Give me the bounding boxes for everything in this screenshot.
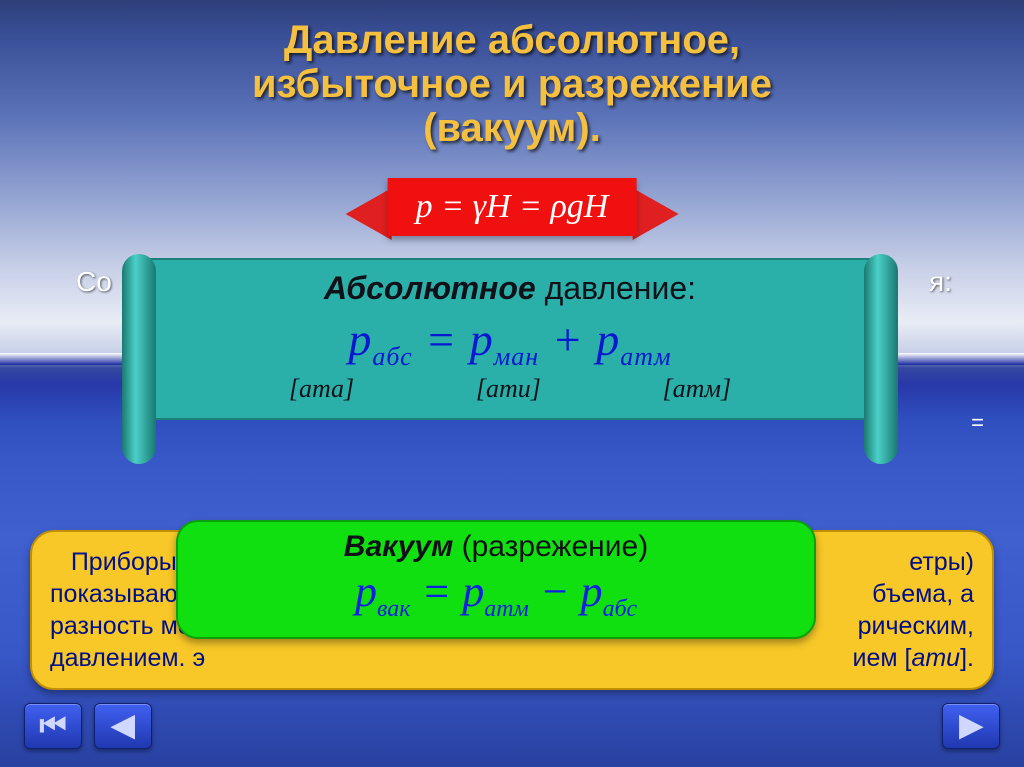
rewind-icon: ⏮ — [40, 711, 67, 741]
title-line-2: избыточное и разрежение — [252, 62, 772, 106]
nav-prev-button[interactable]: ◀ — [94, 703, 152, 749]
next-icon: ▶ — [959, 711, 982, 741]
vacuum-title-bold: Вакуум — [344, 530, 453, 563]
nav-first-button[interactable]: ⏮ — [24, 703, 82, 749]
prev-icon: ◀ — [111, 711, 134, 741]
vacuum-formula: pвак = pатм − pабс — [198, 566, 794, 623]
yl4c: ати — [911, 644, 960, 672]
yl4d: ]. — [960, 644, 974, 672]
yl4a: давлением. э — [50, 644, 205, 672]
background-text-left: Со — [76, 266, 112, 298]
abs-title: Абсолютное давление: — [168, 270, 852, 307]
yl2a: показываю — [50, 580, 178, 608]
yl3b: рическим, — [858, 610, 974, 642]
yl2b: бъема, а — [872, 578, 974, 610]
stray-equals: = — [971, 410, 984, 436]
absolute-pressure-panel: Абсолютное давление: pабс = pман + pатм … — [140, 258, 880, 420]
abs-title-bold: Абсолютное — [324, 270, 536, 306]
ribbon-formula: p = γH = ρgH — [388, 178, 637, 236]
yl4b: ием [ — [853, 644, 912, 672]
page-title: Давление абсолютное, избыточное и разреж… — [0, 0, 1024, 150]
unit-ata: [ата] — [289, 374, 354, 404]
abs-title-rest: давление: — [536, 270, 696, 306]
ribbon-tail-right — [632, 188, 678, 240]
yl1a: Приборы — [50, 548, 177, 576]
vacuum-panel: Вакуум (разрежение) pвак = pатм − pабс — [176, 520, 816, 639]
abs-units: [ата] [ати] [атм] — [168, 374, 852, 404]
scroll-cap-right — [864, 254, 898, 464]
unit-atm: [атм] — [663, 374, 732, 404]
unit-ati: [ати] — [476, 374, 541, 404]
nav-next-button[interactable]: ▶ — [942, 703, 1000, 749]
ribbon-tail-left — [346, 188, 392, 240]
yl4-right: ием [ати]. — [853, 642, 975, 674]
background-text-right: я: — [929, 266, 952, 298]
scroll-cap-left — [122, 254, 156, 464]
vacuum-title-rest: (разрежение) — [453, 530, 648, 563]
title-line-1: Давление абсолютное, — [284, 18, 740, 62]
yl1b: етры) — [909, 546, 974, 578]
scroll-body: Абсолютное давление: pабс = pман + pатм … — [140, 258, 880, 420]
ribbon-banner: p = γH = ρgH — [388, 178, 637, 236]
abs-formula: pабс = pман + pатм — [168, 313, 852, 372]
title-line-3: (вакуум). — [423, 106, 601, 150]
vacuum-title: Вакуум (разрежение) — [198, 530, 794, 564]
